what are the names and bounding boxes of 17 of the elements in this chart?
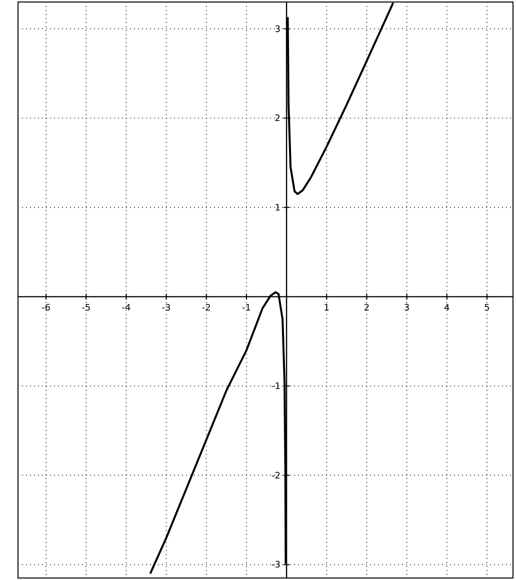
y-tick-label: 1 xyxy=(274,203,281,214)
x-tick-label: 5 xyxy=(484,304,490,314)
x-tick-label: -5 xyxy=(82,304,91,314)
y-tick-label: -3 xyxy=(272,560,281,571)
x-tick-label: -2 xyxy=(202,304,211,314)
y-tick-label: 2 xyxy=(274,114,281,124)
x-tick-label: 3 xyxy=(404,304,410,314)
x-tick-label: 1 xyxy=(324,304,330,314)
x-tick-label: 2 xyxy=(364,304,370,314)
x-tick-label: -4 xyxy=(122,304,131,314)
x-tick-label: 4 xyxy=(444,304,450,314)
y-tick-label: -1 xyxy=(272,382,281,392)
y-tick-label: -2 xyxy=(272,471,281,482)
y-tick-label: 3 xyxy=(274,24,281,35)
x-tick-label: -6 xyxy=(42,304,51,314)
x-tick-label: -3 xyxy=(162,304,171,314)
x-tick-label: -1 xyxy=(242,304,251,314)
